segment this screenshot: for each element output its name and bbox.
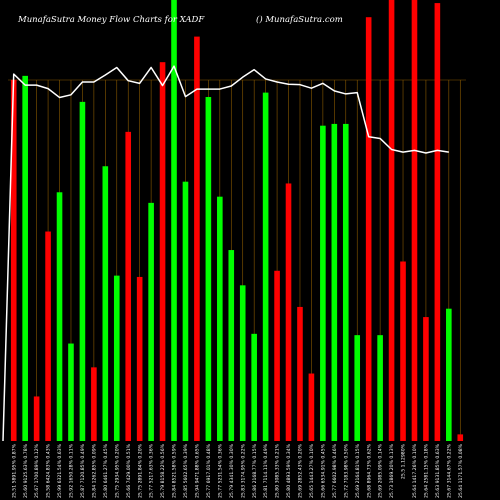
x-tick-label: 25.92 1650.28% 0.11% bbox=[69, 443, 75, 498]
bar bbox=[320, 125, 326, 441]
x-tick-label: 25.68 8964.73% 0.62% bbox=[366, 443, 372, 498]
bar bbox=[342, 123, 349, 442]
bar bbox=[102, 166, 109, 441]
x-tick-label: 25.63 9131.85% 0.63% bbox=[435, 443, 441, 498]
x-tick-label: 25.64 2581.15% 0.18% bbox=[424, 443, 430, 498]
x-tick-label: 25.77 5231.54% 0.36% bbox=[217, 443, 223, 498]
chart-title: MunafaSutra Money Flow Charts for XADF bbox=[17, 15, 205, 25]
bar bbox=[285, 183, 292, 441]
x-tick-label: 25.80 3085.33% 0.21% bbox=[275, 443, 281, 498]
line-series bbox=[2, 65, 449, 442]
bar bbox=[239, 285, 246, 441]
bar bbox=[423, 317, 429, 441]
x-tick-label: 25.58 6424.83% 0.43% bbox=[46, 443, 52, 498]
x-tick-label: 25.66 6534.91% 0.45% bbox=[320, 443, 326, 498]
bar bbox=[68, 343, 74, 441]
x-tick-label: 25.67 3144.67% 0.22% bbox=[446, 443, 452, 498]
x-tick-label: 25.69 2852.43% 0.20% bbox=[298, 443, 304, 498]
x-tick-label: 25.77 6602.98% 0.46% bbox=[332, 443, 338, 498]
bar-series bbox=[10, 0, 464, 442]
bar bbox=[22, 75, 28, 441]
x-tick-label: 25.79 8158.22% 0.56% bbox=[160, 443, 166, 498]
bar bbox=[10, 79, 17, 441]
x-tick-label: 25.81 7114.11% 0.49% bbox=[263, 443, 269, 498]
bar bbox=[194, 36, 200, 441]
bar bbox=[217, 196, 223, 441]
bar bbox=[354, 335, 361, 441]
bar bbox=[251, 333, 257, 441]
x-tick-label: 25.65 1443.27% 0.10% bbox=[309, 443, 315, 498]
bar bbox=[91, 367, 97, 441]
bar bbox=[113, 275, 120, 442]
series-line bbox=[2, 65, 449, 442]
x-tick-label: 25.99 6321.54% 0.63% bbox=[57, 443, 63, 498]
bar bbox=[331, 123, 338, 442]
bar bbox=[446, 308, 452, 441]
x-tick-label: 25.75 2934.95% 0.20% bbox=[114, 443, 120, 498]
x-tick-label: 25.77 6917.01% 0.48% bbox=[206, 443, 212, 498]
x-axis-labels: 25.51 5891.95% 0.87% 25.60 9125.63% 0.78%… bbox=[11, 443, 464, 498]
bar bbox=[182, 181, 189, 441]
x-tick-label: 25.67 1700.89% 0.12% bbox=[34, 443, 40, 498]
bar bbox=[205, 97, 212, 442]
x-tick-label: 25.84 8521.58% 0.59% bbox=[172, 443, 178, 498]
bar bbox=[33, 396, 40, 441]
bar bbox=[136, 276, 143, 441]
x-tick-label: 25.72 7183.98% 0.50% bbox=[343, 443, 349, 498]
watermark: () MunafaSutra.com bbox=[256, 14, 343, 25]
bar bbox=[148, 202, 154, 441]
bar bbox=[159, 62, 166, 442]
bar bbox=[377, 335, 383, 441]
x-tick-label: 25.69 2085.09% 0.14% bbox=[378, 443, 384, 498]
x-tick-label: 25.66 7429.00% 0.51% bbox=[126, 443, 132, 498]
x-tick-label: 25.84 1262.85% 0.09% bbox=[91, 443, 97, 498]
x-tick-label: 25.86 2168.77% 0.15% bbox=[252, 443, 258, 498]
x-tick-label: 25.80 6461.27% 0.45% bbox=[103, 443, 109, 498]
bar bbox=[400, 261, 406, 441]
bar bbox=[308, 373, 315, 441]
bar bbox=[365, 17, 372, 441]
bar bbox=[228, 250, 235, 441]
x-tick-label: 25.51 5891.95% 0.87% bbox=[11, 443, 17, 498]
bar bbox=[457, 434, 464, 441]
x-tick-label: 25.69 2164.81% 0.15% bbox=[355, 443, 361, 498]
bar bbox=[388, 0, 395, 441]
bar bbox=[79, 101, 86, 442]
x-tick-label: 25.73 1869.20% 0.13% bbox=[389, 443, 395, 498]
bar bbox=[45, 231, 51, 441]
x-tick-label: 25.85 5602.65% 0.39% bbox=[183, 443, 189, 498]
bar bbox=[297, 306, 303, 441]
x-tick-label: 25.79 4341.30% 0.30% bbox=[229, 443, 235, 498]
x-tick-label: 25.83 3174.95% 0.22% bbox=[240, 443, 246, 498]
bar bbox=[411, 0, 418, 441]
x-tick-label: 25.80 4893.59% 0.34% bbox=[286, 443, 292, 498]
x-tick-label: 25.94 9471.88% 0.65% bbox=[195, 443, 201, 498]
bar bbox=[262, 92, 269, 442]
x-tick-label: 25.60 9125.63% 0.78% bbox=[23, 443, 29, 498]
bar bbox=[56, 192, 63, 441]
x-tick-label: 25.5 1.12980% bbox=[401, 443, 407, 479]
bar bbox=[171, 0, 177, 441]
x-tick-label: 25.64 1171.57% 0.08% bbox=[458, 443, 464, 498]
x-tick-label: 25.77 5217.63% 0.36% bbox=[149, 443, 155, 498]
bar bbox=[125, 131, 132, 442]
bar bbox=[274, 270, 280, 441]
x-tick-label: 25.75 2891.84% 0.20% bbox=[137, 443, 143, 498]
bar bbox=[434, 3, 441, 442]
x-tick-label: 25.64 1417.26% 0.10% bbox=[412, 443, 418, 498]
x-tick-label: 25.87 7120.85% 0.49% bbox=[80, 443, 86, 498]
